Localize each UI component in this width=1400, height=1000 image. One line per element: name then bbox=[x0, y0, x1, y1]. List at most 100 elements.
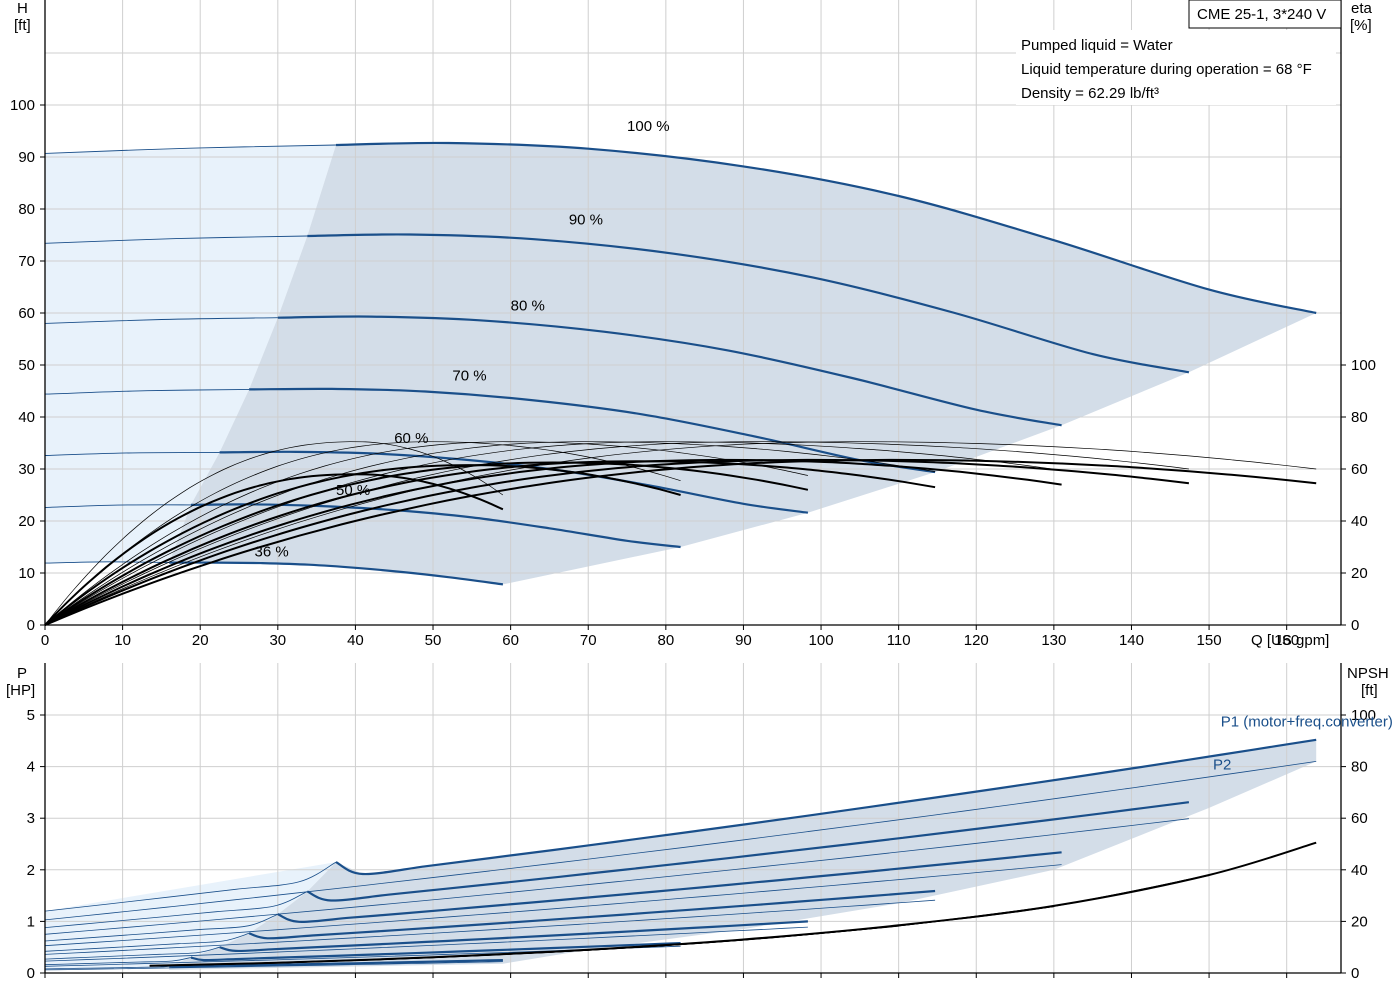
p1-curve-extension bbox=[44, 946, 220, 960]
eta-curve bbox=[44, 464, 681, 626]
p1-curve-extension bbox=[44, 891, 308, 928]
x-tick-label: 0 bbox=[41, 632, 49, 649]
head-curve-extension bbox=[44, 388, 250, 395]
eta-curve bbox=[44, 461, 809, 626]
eta-tick-label: 80 bbox=[1351, 409, 1368, 426]
p-tick-label: 1 bbox=[27, 913, 35, 930]
bottom-grid bbox=[45, 663, 1341, 973]
h-tick-label: 100 bbox=[10, 97, 35, 114]
power-dark-area-fill bbox=[169, 739, 1317, 970]
head-curve-label: 50 % bbox=[336, 482, 370, 499]
top-right-axis-unit: [%] bbox=[1350, 17, 1372, 34]
x-tick-label: 110 bbox=[887, 632, 911, 649]
x-tick-label: 60 bbox=[502, 632, 519, 649]
p-tick-label: 0 bbox=[27, 965, 35, 982]
eta-curve bbox=[44, 473, 504, 626]
h-tick-label: 10 bbox=[18, 565, 35, 582]
x-tick-label: 100 bbox=[809, 632, 834, 649]
x-tick-label: 90 bbox=[735, 632, 752, 649]
top-left-axis-unit: [ft] bbox=[14, 17, 31, 34]
h-tick-label: 20 bbox=[18, 513, 35, 530]
x-tick-label: 50 bbox=[425, 632, 442, 649]
eta-thin-curve bbox=[44, 441, 681, 626]
x-tick-label: 140 bbox=[1119, 632, 1144, 649]
x-tick-label: 30 bbox=[269, 632, 286, 649]
eta-tick-label: 0 bbox=[1351, 617, 1359, 634]
top-right-axis-name: eta bbox=[1351, 0, 1373, 17]
eta-thin-curve bbox=[44, 441, 504, 626]
head-curve-label: 100 % bbox=[627, 118, 670, 135]
head-curve bbox=[169, 561, 504, 586]
head-curve-label: 70 % bbox=[452, 368, 486, 385]
x-tick-label: 40 bbox=[347, 632, 364, 649]
power-operating-area bbox=[45, 739, 1317, 970]
notes-background bbox=[1016, 30, 1336, 105]
eta-curve bbox=[44, 460, 936, 626]
bottom-axes: 0 1 2 3 4 5 0 20 40 60 80 100 bbox=[27, 663, 1376, 982]
h-tick-label: 70 bbox=[18, 253, 35, 270]
power-curves bbox=[44, 738, 1317, 971]
p-tick-label: 4 bbox=[27, 759, 35, 776]
eta-tick-label: 100 bbox=[1351, 357, 1376, 374]
p-tick-label: 5 bbox=[27, 707, 35, 724]
eta-tick-label: 20 bbox=[1351, 565, 1368, 582]
x-tick-label: 10 bbox=[114, 632, 131, 649]
eta-curve bbox=[44, 458, 1062, 626]
eta-thin-curve bbox=[44, 441, 1062, 626]
model-label: CME 25-1, 3*240 V bbox=[1197, 6, 1326, 23]
h-tick-label: 60 bbox=[18, 305, 35, 322]
top-left-axis-name: H bbox=[17, 0, 28, 17]
head-curve-labels: 100 % 90 % 80 % 70 % 60 % 50 % 36 % bbox=[255, 118, 670, 560]
h-tick-label: 0 bbox=[27, 617, 35, 634]
x-tick-label: 130 bbox=[1041, 632, 1066, 649]
npsh-tick-label: 0 bbox=[1351, 965, 1359, 982]
x-axis-label: Q [US gpm] bbox=[1251, 632, 1329, 649]
bottom-right-axis-name: NPSH bbox=[1347, 665, 1389, 682]
npsh-tick-label: 20 bbox=[1351, 913, 1368, 930]
eta-thin-curve bbox=[44, 441, 1189, 626]
p1-curve bbox=[219, 920, 808, 953]
h-tick-label: 30 bbox=[18, 461, 35, 478]
p2-curve bbox=[44, 961, 503, 971]
note-pumped-liquid: Pumped liquid = Water bbox=[1021, 37, 1173, 54]
p1-curve-extension bbox=[44, 913, 278, 942]
p2-curve bbox=[44, 818, 1189, 935]
head-curve-label: 80 % bbox=[511, 297, 545, 314]
head-curve bbox=[249, 387, 936, 474]
head-curve-extension bbox=[44, 561, 170, 564]
h-tick-label: 80 bbox=[18, 201, 35, 218]
legend-p2: P2 bbox=[1213, 757, 1231, 774]
head-curve-label: 36 % bbox=[255, 543, 289, 560]
eta-curve bbox=[44, 458, 1190, 626]
note-density: Density = 62.29 lb/ft³ bbox=[1021, 85, 1159, 102]
eta-thin-curve bbox=[44, 441, 1317, 626]
npsh-bundle-curve bbox=[149, 925, 899, 967]
h-tick-label: 90 bbox=[18, 149, 35, 166]
p1-curve bbox=[248, 889, 936, 940]
p1-curve bbox=[306, 801, 1190, 902]
npsh-tick-label: 60 bbox=[1351, 810, 1368, 827]
npsh-tick-label: 100 bbox=[1351, 707, 1376, 724]
eta-tick-label: 60 bbox=[1351, 461, 1368, 478]
x-tick-label: 150 bbox=[1197, 632, 1222, 649]
x-tick-label: 80 bbox=[657, 632, 674, 649]
top-axes: 0 10 20 30 40 50 60 70 80 90 100 110 120 130 140 150 160… bbox=[10, 0, 1376, 649]
head-curve-label: 60 % bbox=[394, 430, 428, 447]
x-tick-label: 70 bbox=[580, 632, 597, 649]
p2-curve bbox=[44, 899, 936, 955]
p-tick-label: 3 bbox=[27, 810, 35, 827]
head-curve bbox=[335, 141, 1317, 315]
p1-curve-extension bbox=[44, 932, 250, 952]
x-tick-label: 160 bbox=[1274, 632, 1299, 649]
p1-curve bbox=[277, 851, 1062, 923]
head-curve-extension bbox=[44, 317, 278, 324]
p2-curve bbox=[44, 761, 1317, 921]
legend-p1: P1 (motor+freq.converter) bbox=[1221, 713, 1393, 730]
head-curve bbox=[190, 503, 681, 549]
h-tick-label: 40 bbox=[18, 409, 35, 426]
x-tick-label: 120 bbox=[964, 632, 989, 649]
p1-curve-extension bbox=[44, 861, 337, 912]
npsh-tick-label: 40 bbox=[1351, 862, 1368, 879]
p1-curve-extension bbox=[44, 965, 170, 970]
